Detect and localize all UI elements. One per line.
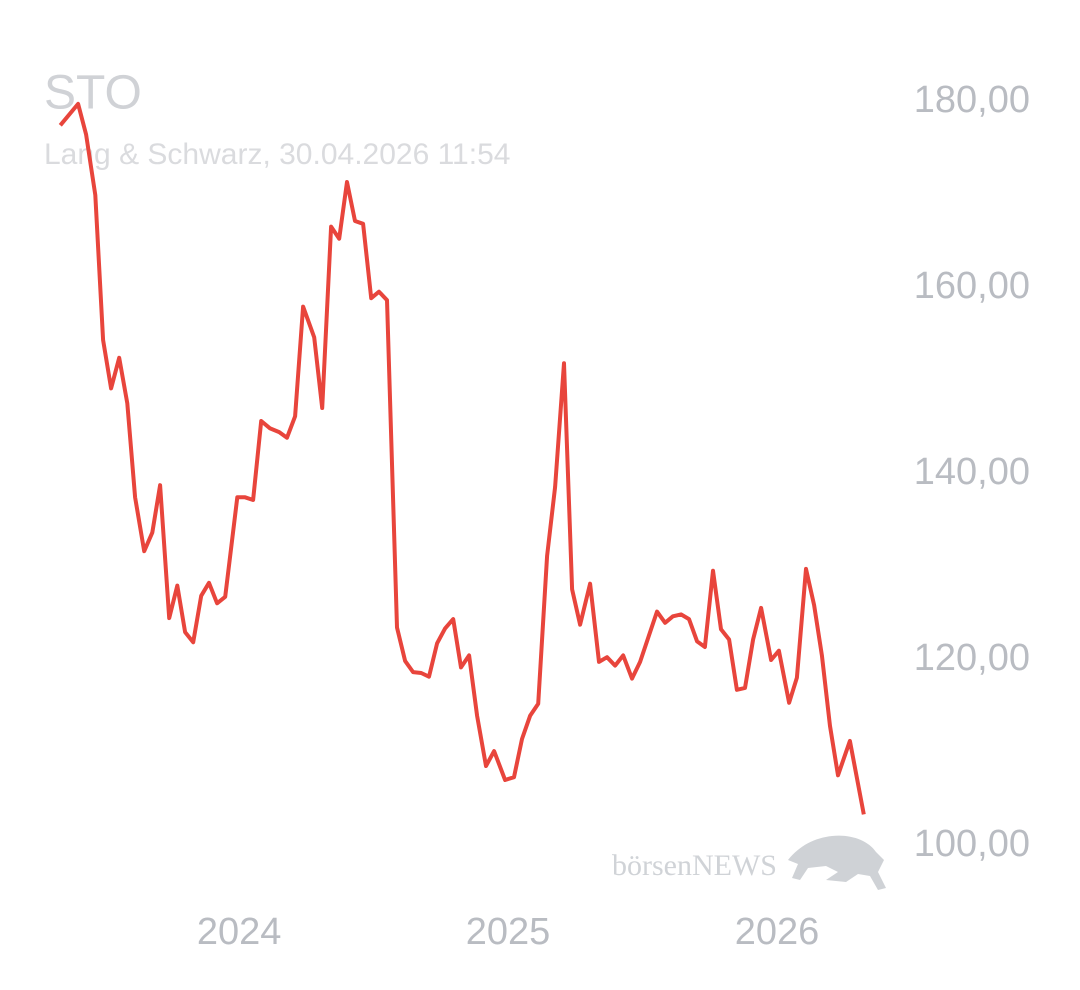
price-line — [58, 101, 866, 815]
y-tick-label: 120,00 — [914, 637, 1030, 679]
x-tick-label: 2025 — [466, 911, 551, 953]
y-tick-label: 180,00 — [914, 79, 1030, 121]
x-tick-label: 2026 — [735, 911, 820, 953]
watermark-logo — [788, 835, 886, 890]
x-tick-label: 2024 — [197, 911, 282, 953]
y-tick-label: 100,00 — [914, 823, 1030, 865]
bull-icon — [788, 835, 886, 890]
y-tick-label: 140,00 — [914, 451, 1030, 493]
chart-title: STO — [44, 67, 142, 120]
watermark: börsenNEWS — [612, 849, 777, 882]
chart-subtitle: Lang & Schwarz, 30.04.2026 11:54 — [44, 138, 510, 171]
y-tick-label: 160,00 — [914, 265, 1030, 307]
